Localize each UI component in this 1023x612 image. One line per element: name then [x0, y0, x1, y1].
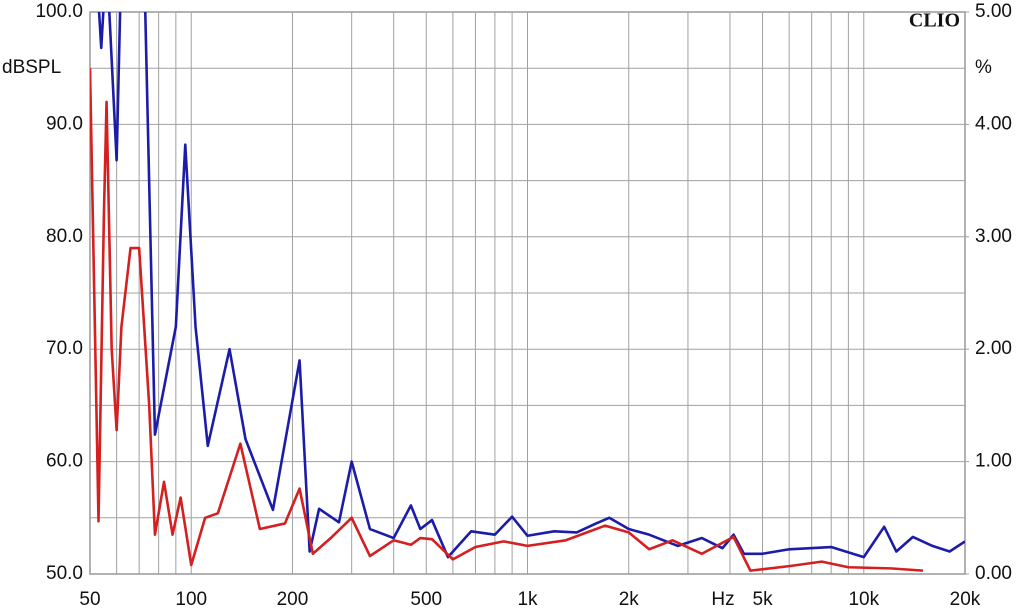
- y2-tick-label: 0.00: [975, 563, 1012, 584]
- y2-tick-label: 1.00: [975, 451, 1012, 472]
- x-tick-label: 10k: [848, 589, 879, 610]
- lines: [90, 12, 965, 572]
- y2-axis-label: %: [975, 57, 992, 78]
- y-tick-label: 100.0: [35, 1, 83, 22]
- series-line: [90, 68, 924, 572]
- y2-tick-label: 5.00: [975, 1, 1012, 22]
- y2-tick-label: 2.00: [975, 338, 1012, 359]
- y-tick-label: 70.0: [46, 338, 83, 359]
- x-tick-label: 100: [175, 589, 207, 610]
- x-tick-label: 200: [277, 589, 309, 610]
- x-tick-label: 1k: [517, 589, 538, 610]
- x-tick-label: 2k: [619, 589, 640, 610]
- x-tick-label: 5k: [753, 589, 774, 610]
- y2-tick-label: 3.00: [975, 226, 1012, 247]
- series-line: [97, 12, 965, 559]
- y-axis-label: dBSPL: [2, 57, 61, 78]
- x-tick-label: 500: [410, 589, 442, 610]
- x-tick-label: 20k: [950, 589, 981, 610]
- brand: CLIO: [909, 10, 960, 32]
- y-tick-label: 80.0: [46, 226, 83, 247]
- y-tick-label: 50.0: [46, 563, 83, 584]
- x-tick-label: 50: [79, 589, 100, 610]
- y-tick-label: 90.0: [46, 113, 83, 134]
- y-tick-label: 60.0: [46, 451, 83, 472]
- x-axis-label: Hz: [711, 589, 734, 610]
- y2-tick-label: 4.00: [975, 113, 1012, 134]
